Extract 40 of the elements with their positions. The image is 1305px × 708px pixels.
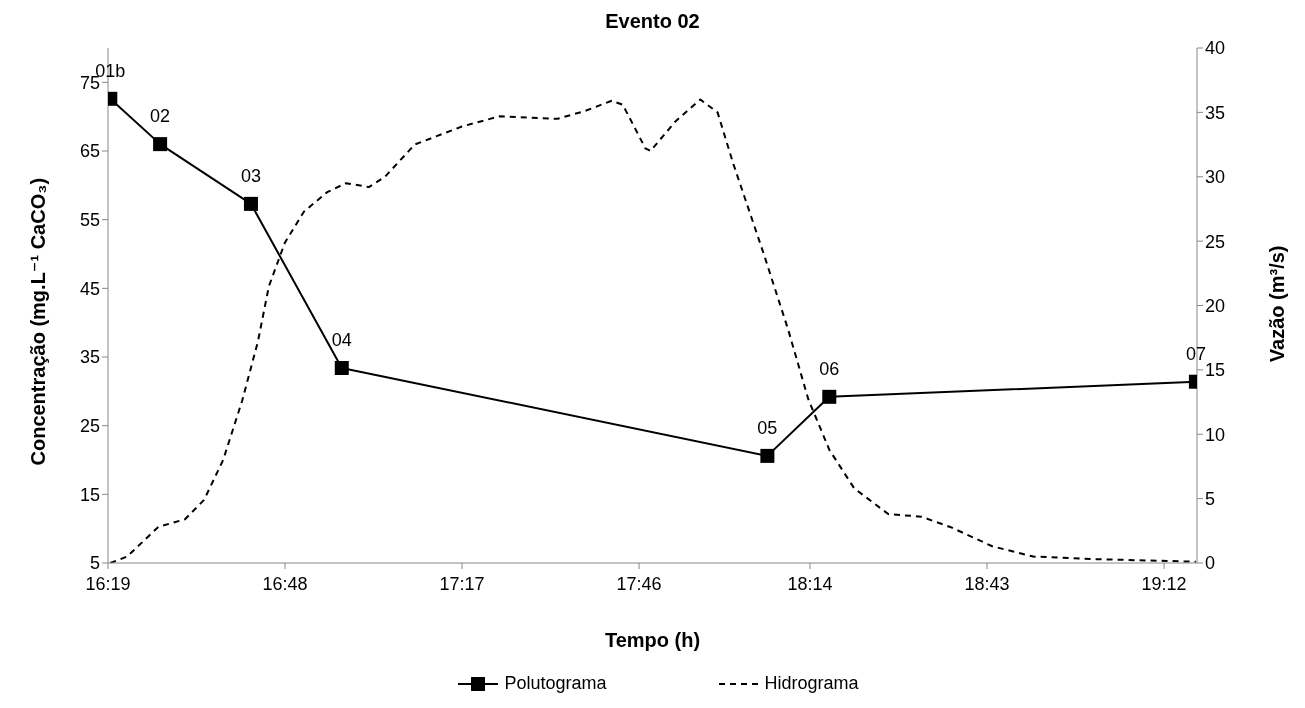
y2-tick-label: 0: [1205, 553, 1216, 574]
point: [822, 389, 837, 404]
y2-tick-label: 15: [1205, 360, 1226, 381]
y2-tick-label: 10: [1205, 424, 1226, 445]
x-tick-label: 18:14: [787, 573, 833, 594]
legend-label: Polutograma: [504, 673, 607, 694]
point: [760, 448, 775, 463]
x-tick-label: 16:48: [262, 573, 308, 594]
annotation: 07: [1185, 343, 1206, 364]
x-tick-label: 19:12: [1141, 573, 1187, 594]
y-axis-title: Concentração (mg.L⁻¹ CaCO₃): [27, 177, 50, 466]
point: [243, 196, 258, 211]
y-tick-label: 5: [89, 553, 100, 574]
point: [334, 360, 349, 375]
y-tick-label: 45: [79, 278, 100, 299]
point: [153, 137, 168, 152]
y-tick-label: 25: [79, 416, 100, 437]
y2-tick-label: 20: [1205, 295, 1226, 316]
annotation: 02: [150, 106, 171, 127]
x-axis-title: Tempo (h): [604, 629, 701, 652]
y2-tick-label: 30: [1205, 167, 1226, 188]
y2-axis-title: Vazão (m³/s): [1266, 245, 1289, 363]
annotation: 03: [240, 165, 261, 186]
chart-title: Evento 02: [604, 9, 701, 34]
y-tick-label: 65: [79, 141, 100, 162]
annotation: 06: [819, 358, 840, 379]
y2-tick-label: 35: [1205, 102, 1226, 123]
y-tick-label: 15: [79, 484, 100, 505]
x-tick-label: 16:19: [85, 573, 131, 594]
annotation: 05: [757, 417, 778, 438]
x-tick-label: 17:17: [439, 573, 485, 594]
y2-tick-label: 5: [1205, 489, 1216, 510]
x-tick-label: 18:43: [964, 573, 1010, 594]
y2-tick-label: 40: [1205, 38, 1226, 59]
legend-label: Hidrograma: [764, 673, 859, 694]
y2-tick-label: 25: [1205, 231, 1226, 252]
annotation: 04: [331, 329, 352, 350]
y-tick-label: 55: [79, 210, 100, 231]
y-tick-label: 35: [79, 347, 100, 368]
x-tick-label: 17:46: [616, 573, 662, 594]
